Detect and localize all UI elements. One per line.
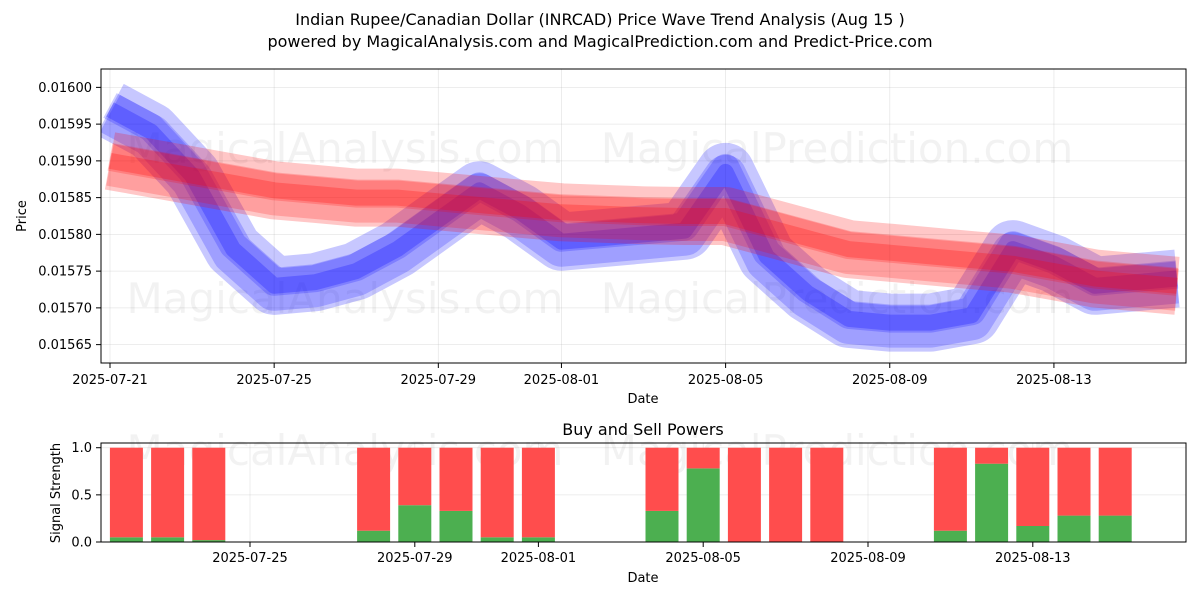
- signal-bars: [109, 447, 1132, 542]
- signal-chart: Buy and Sell Powers MagicalAnalysis.com …: [49, 420, 1187, 586]
- sell-power-bar: [686, 447, 720, 469]
- price-y-tick-label: 0.01600: [38, 81, 92, 96]
- sell-power-bar: [1057, 447, 1091, 516]
- sell-power-bar: [727, 447, 761, 542]
- signal-y-tick-label: 0.5: [71, 488, 92, 503]
- price-x-tick-label: 2025-07-29: [401, 373, 477, 388]
- price-x-ticks: 2025-07-21 2025-07-25 2025-07-29 2025-08-01…: [72, 363, 1092, 388]
- buy-power-bar: [357, 530, 391, 542]
- watermark-prediction-top: MagicalPrediction.com: [601, 124, 1074, 173]
- price-x-tick-label: 2025-07-21: [72, 373, 148, 388]
- price-x-tick-label: 2025-08-01: [524, 373, 600, 388]
- buy-power-bar: [439, 510, 473, 542]
- red-wave-band: [107, 143, 1179, 296]
- price-y-tick-label: 0.01595: [38, 118, 92, 133]
- sell-power-bar: [439, 447, 473, 511]
- signal-x-tick-label: 2025-07-25: [212, 551, 288, 566]
- sell-power-bar: [192, 447, 226, 541]
- blue-wave-band: [103, 93, 1179, 333]
- signal-x-tick-label: 2025-08-09: [830, 551, 906, 566]
- buy-power-bar: [1016, 526, 1050, 542]
- buy-power-bar: [1098, 515, 1132, 542]
- price-axes-frame: [100, 68, 1187, 364]
- price-y-ticks: 0.01565 0.01570 0.01575 0.01580 0.01585 0.015…: [38, 81, 101, 353]
- sell-power-bar: [357, 447, 391, 531]
- buy-power-bar: [975, 463, 1009, 542]
- signal-x-tick-label: 2025-08-13: [995, 551, 1071, 566]
- price-y-tick-label: 0.01570: [38, 301, 92, 316]
- sell-power-bar: [1098, 447, 1132, 516]
- watermark-analysis-bottom: MagicalAnalysis.com: [127, 274, 564, 323]
- signal-x-ticks: 2025-07-25 2025-07-29 2025-08-01 2025-08-05…: [212, 542, 1071, 566]
- signal-x-tick-label: 2025-08-01: [501, 551, 577, 566]
- buy-power-bar: [480, 537, 514, 542]
- price-y-tick-label: 0.01575: [38, 265, 92, 280]
- buy-power-bar: [933, 530, 967, 542]
- price-y-tick-label: 0.01580: [38, 228, 92, 243]
- blue-wave-band: [106, 102, 1178, 331]
- red-wave-band: [104, 132, 1180, 315]
- sell-power-bar: [645, 447, 679, 511]
- buy-power-bar: [192, 540, 226, 542]
- signal-watermarks: MagicalAnalysis.com MagicalPrediction.co…: [127, 426, 1074, 475]
- chart-title: Indian Rupee/Canadian Dollar (INRCAD) Pr…: [295, 10, 905, 29]
- sell-power-bar: [769, 447, 803, 542]
- signal-axes-frame: [100, 442, 1187, 543]
- buy-power-bar: [521, 537, 555, 542]
- sell-power-bar: [151, 447, 185, 538]
- price-y-tick-label: 0.01585: [38, 191, 92, 206]
- blue-wave-band: [101, 94, 1179, 348]
- red-wave-band: [106, 144, 1179, 311]
- price-x-axis-label: Date: [627, 392, 658, 407]
- sell-power-bar: [810, 447, 844, 542]
- signal-y-ticks: 0.0 0.5 1.0: [71, 441, 101, 551]
- sell-power-bar: [109, 447, 143, 538]
- sell-power-bar: [933, 447, 967, 531]
- buy-power-bar: [109, 537, 143, 542]
- buy-power-bar: [151, 537, 185, 542]
- buy-power-bar: [686, 468, 720, 542]
- sell-power-bar: [1016, 447, 1050, 526]
- price-watermarks: MagicalAnalysis.com MagicalPrediction.co…: [127, 124, 1074, 323]
- watermark-analysis-top: MagicalAnalysis.com: [127, 124, 564, 173]
- buy-power-bar: [1057, 515, 1091, 542]
- red-wave-band: [108, 153, 1178, 294]
- signal-y-tick-label: 0.0: [71, 536, 92, 551]
- price-grid: [101, 69, 1186, 363]
- signal-x-tick-label: 2025-08-05: [665, 551, 741, 566]
- buy-power-bar: [645, 510, 679, 542]
- price-x-tick-label: 2025-08-13: [1016, 373, 1092, 388]
- price-wave-bands: [101, 83, 1180, 352]
- sell-power-bar: [521, 447, 555, 538]
- sell-power-bar: [398, 447, 432, 506]
- blue-wave-band: [101, 83, 1180, 352]
- buy-power-bar: [398, 505, 432, 542]
- price-x-tick-label: 2025-08-05: [688, 373, 764, 388]
- sell-power-bar: [975, 447, 1009, 464]
- price-chart: MagicalAnalysis.com MagicalPrediction.co…: [15, 68, 1187, 407]
- sell-power-bar: [480, 447, 514, 538]
- price-x-tick-label: 2025-07-25: [236, 373, 312, 388]
- price-x-tick-label: 2025-08-09: [852, 373, 928, 388]
- price-y-tick-label: 0.01590: [38, 154, 92, 169]
- signal-chart-title: Buy and Sell Powers: [562, 420, 724, 439]
- price-y-tick-label: 0.01565: [38, 338, 92, 353]
- watermark-prediction-bottom: MagicalPrediction.com: [601, 274, 1074, 323]
- signal-y-tick-label: 1.0: [71, 441, 92, 456]
- signal-y-axis-label: Signal Strength: [49, 443, 64, 543]
- price-y-axis-label: Price: [15, 200, 30, 232]
- chart-subtitle: powered by MagicalAnalysis.com and Magic…: [267, 32, 932, 51]
- signal-x-tick-label: 2025-07-29: [377, 551, 453, 566]
- signal-x-axis-label: Date: [627, 571, 658, 586]
